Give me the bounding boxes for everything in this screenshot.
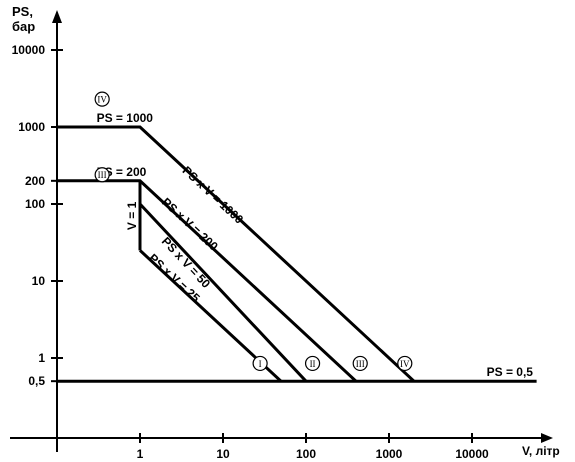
- category-marker-label-i: I: [259, 359, 262, 369]
- annotation-ps-1000: PS = 1000: [97, 111, 154, 125]
- y-tick-label-200: 200: [25, 174, 45, 188]
- category-marker-circle-iv: [94, 91, 110, 107]
- category-marker-circle-iii: [352, 355, 368, 372]
- y-tick-label-0-5: 0,5: [28, 374, 45, 388]
- category-marker-label-iv: IV: [97, 95, 107, 105]
- category-marker-label-iii: III: [356, 359, 365, 369]
- category-marker-circle-i: [252, 355, 268, 372]
- x-tick-label-1: 1: [137, 447, 144, 461]
- y-axis-label-line1: PS,: [12, 4, 33, 19]
- series-line-ps-x-v-1000: [57, 125, 416, 383]
- annotation-ps-0-5: PS = 0,5: [487, 365, 534, 379]
- category-marker-label-ii: II: [310, 359, 316, 369]
- category-marker-circle-iv: [397, 355, 413, 372]
- category-marker-label-iii: III: [98, 170, 107, 180]
- y-axis-arrow: [52, 10, 62, 23]
- series-line-ps-x-v-50: [138, 202, 308, 383]
- x-tick-label-10000: 10000: [455, 447, 489, 461]
- annotation-v-1: V = 1: [125, 201, 139, 230]
- y-tick-label-10000: 10000: [12, 43, 46, 57]
- x-axis-label: V, літр: [522, 444, 560, 458]
- y-tick-label-1000: 1000: [18, 120, 45, 134]
- category-marker-circle-iii: [94, 167, 110, 183]
- x-axis-arrow: [541, 433, 553, 443]
- y-axis-label-line2: бар: [12, 19, 35, 34]
- x-tick-label-1000: 1000: [376, 447, 403, 461]
- x-tick-label-10: 10: [216, 447, 230, 461]
- category-marker-label-iv: IV: [400, 359, 410, 369]
- x-ticks-group: 1 10 100 1000 10000: [56, 433, 489, 461]
- x-tick-label-100: 100: [296, 447, 316, 461]
- y-tick-label-10: 10: [32, 274, 46, 288]
- y-tick-label-100: 100: [25, 197, 45, 211]
- y-tick-label-1: 1: [38, 351, 45, 365]
- category-marker-circle-ii: [304, 355, 321, 372]
- y-ticks-group: 0,5 1 10 100 200 1000 10000: [12, 43, 63, 388]
